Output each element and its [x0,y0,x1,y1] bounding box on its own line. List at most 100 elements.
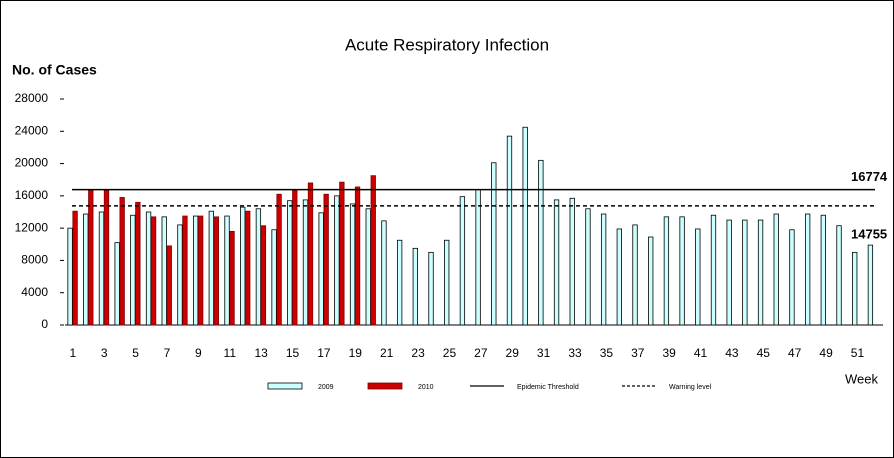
bar [365,208,371,326]
y-tick-label: 8000 [21,253,48,267]
x-tick-label: 35 [600,346,614,360]
y-tick-label: 12000 [15,220,49,234]
x-tick-label: 25 [443,346,457,360]
x-tick-label: 11 [224,346,237,360]
x-tick-label: 45 [757,346,771,360]
x-tick-label: 37 [631,346,645,360]
y-axis-label: No. of Cases [12,62,97,78]
bar [506,135,513,326]
bar [135,201,141,326]
legend-label: Warning level [669,384,712,391]
bar [412,247,418,326]
bar [804,213,811,326]
bar [334,195,340,326]
x-tick-label: 13 [254,346,268,360]
legend-label: 2010 [418,384,434,391]
reference-label: 16774 [851,169,888,184]
bar [600,213,607,326]
bar [182,215,188,326]
bar [177,224,183,326]
bar [553,199,560,326]
bar [88,189,94,326]
bar [339,181,345,326]
bar [569,197,575,326]
reference-label: 14755 [851,226,887,241]
bar [396,239,403,326]
x-tick-label: 3 [101,346,108,360]
bar [663,216,670,326]
bar [83,213,89,326]
bar [150,216,157,326]
bar [354,186,361,326]
x-tick-label: 29 [506,346,520,360]
x-tick-label: 1 [70,346,77,360]
bar [616,228,622,326]
bar [585,208,591,326]
y-tick-label: 0 [41,317,48,331]
bar [119,197,125,326]
bar [276,193,282,326]
x-tick-label: 15 [286,346,300,360]
y-tick-label: 16000 [15,188,49,202]
y-tick-label: 24000 [15,123,49,137]
bar [773,213,779,326]
bar [213,216,219,326]
bar [302,199,309,326]
x-tick-label: 39 [662,346,676,360]
bar [349,203,356,326]
x-tick-label: 33 [568,346,582,360]
bar [292,189,298,326]
x-tick-label: 47 [788,346,802,360]
x-tick-label: 51 [851,346,865,360]
bar [323,193,329,326]
bar [166,245,172,326]
legend-label: Epidemic Threshold [517,384,579,391]
x-tick-label: 7 [164,346,171,360]
y-tick-label: 28000 [15,91,49,105]
bar [679,216,685,326]
bar [444,239,450,326]
y-tick-label: 4000 [21,285,48,299]
bar [370,175,376,326]
bar [632,224,638,326]
x-tick-label: 31 [537,346,551,360]
x-tick-label: 43 [725,346,739,360]
bar [208,210,214,326]
bar [224,215,230,326]
bar [428,251,434,326]
bar [271,229,277,326]
bar [192,215,199,326]
bar [538,159,544,326]
bar [145,211,152,326]
x-tick-label: 23 [411,346,425,360]
x-tick-label: 9 [195,346,202,360]
bar [307,182,314,326]
bar [318,212,324,326]
x-axis-label: Week [845,371,878,386]
legend-swatch [267,382,303,390]
bar [103,189,110,326]
bar [287,200,293,326]
bar [72,210,78,326]
bar [161,216,167,326]
bar [757,219,764,326]
chart-title: Acute Respiratory Infection [345,35,549,54]
x-tick-label: 19 [349,346,363,360]
bar [742,219,748,326]
bar [648,236,654,326]
bar [98,211,105,326]
x-tick-label: 41 [694,346,708,360]
bar [197,215,204,326]
bar [245,210,251,326]
bar [710,214,717,326]
bar [255,208,262,326]
x-tick-label: 17 [317,346,331,360]
bar [475,188,481,326]
bar [130,214,136,326]
bar [836,225,842,326]
bar [522,126,528,326]
y-tick-label: 20000 [15,156,49,170]
bar [820,214,826,326]
legend-swatch [367,382,403,390]
